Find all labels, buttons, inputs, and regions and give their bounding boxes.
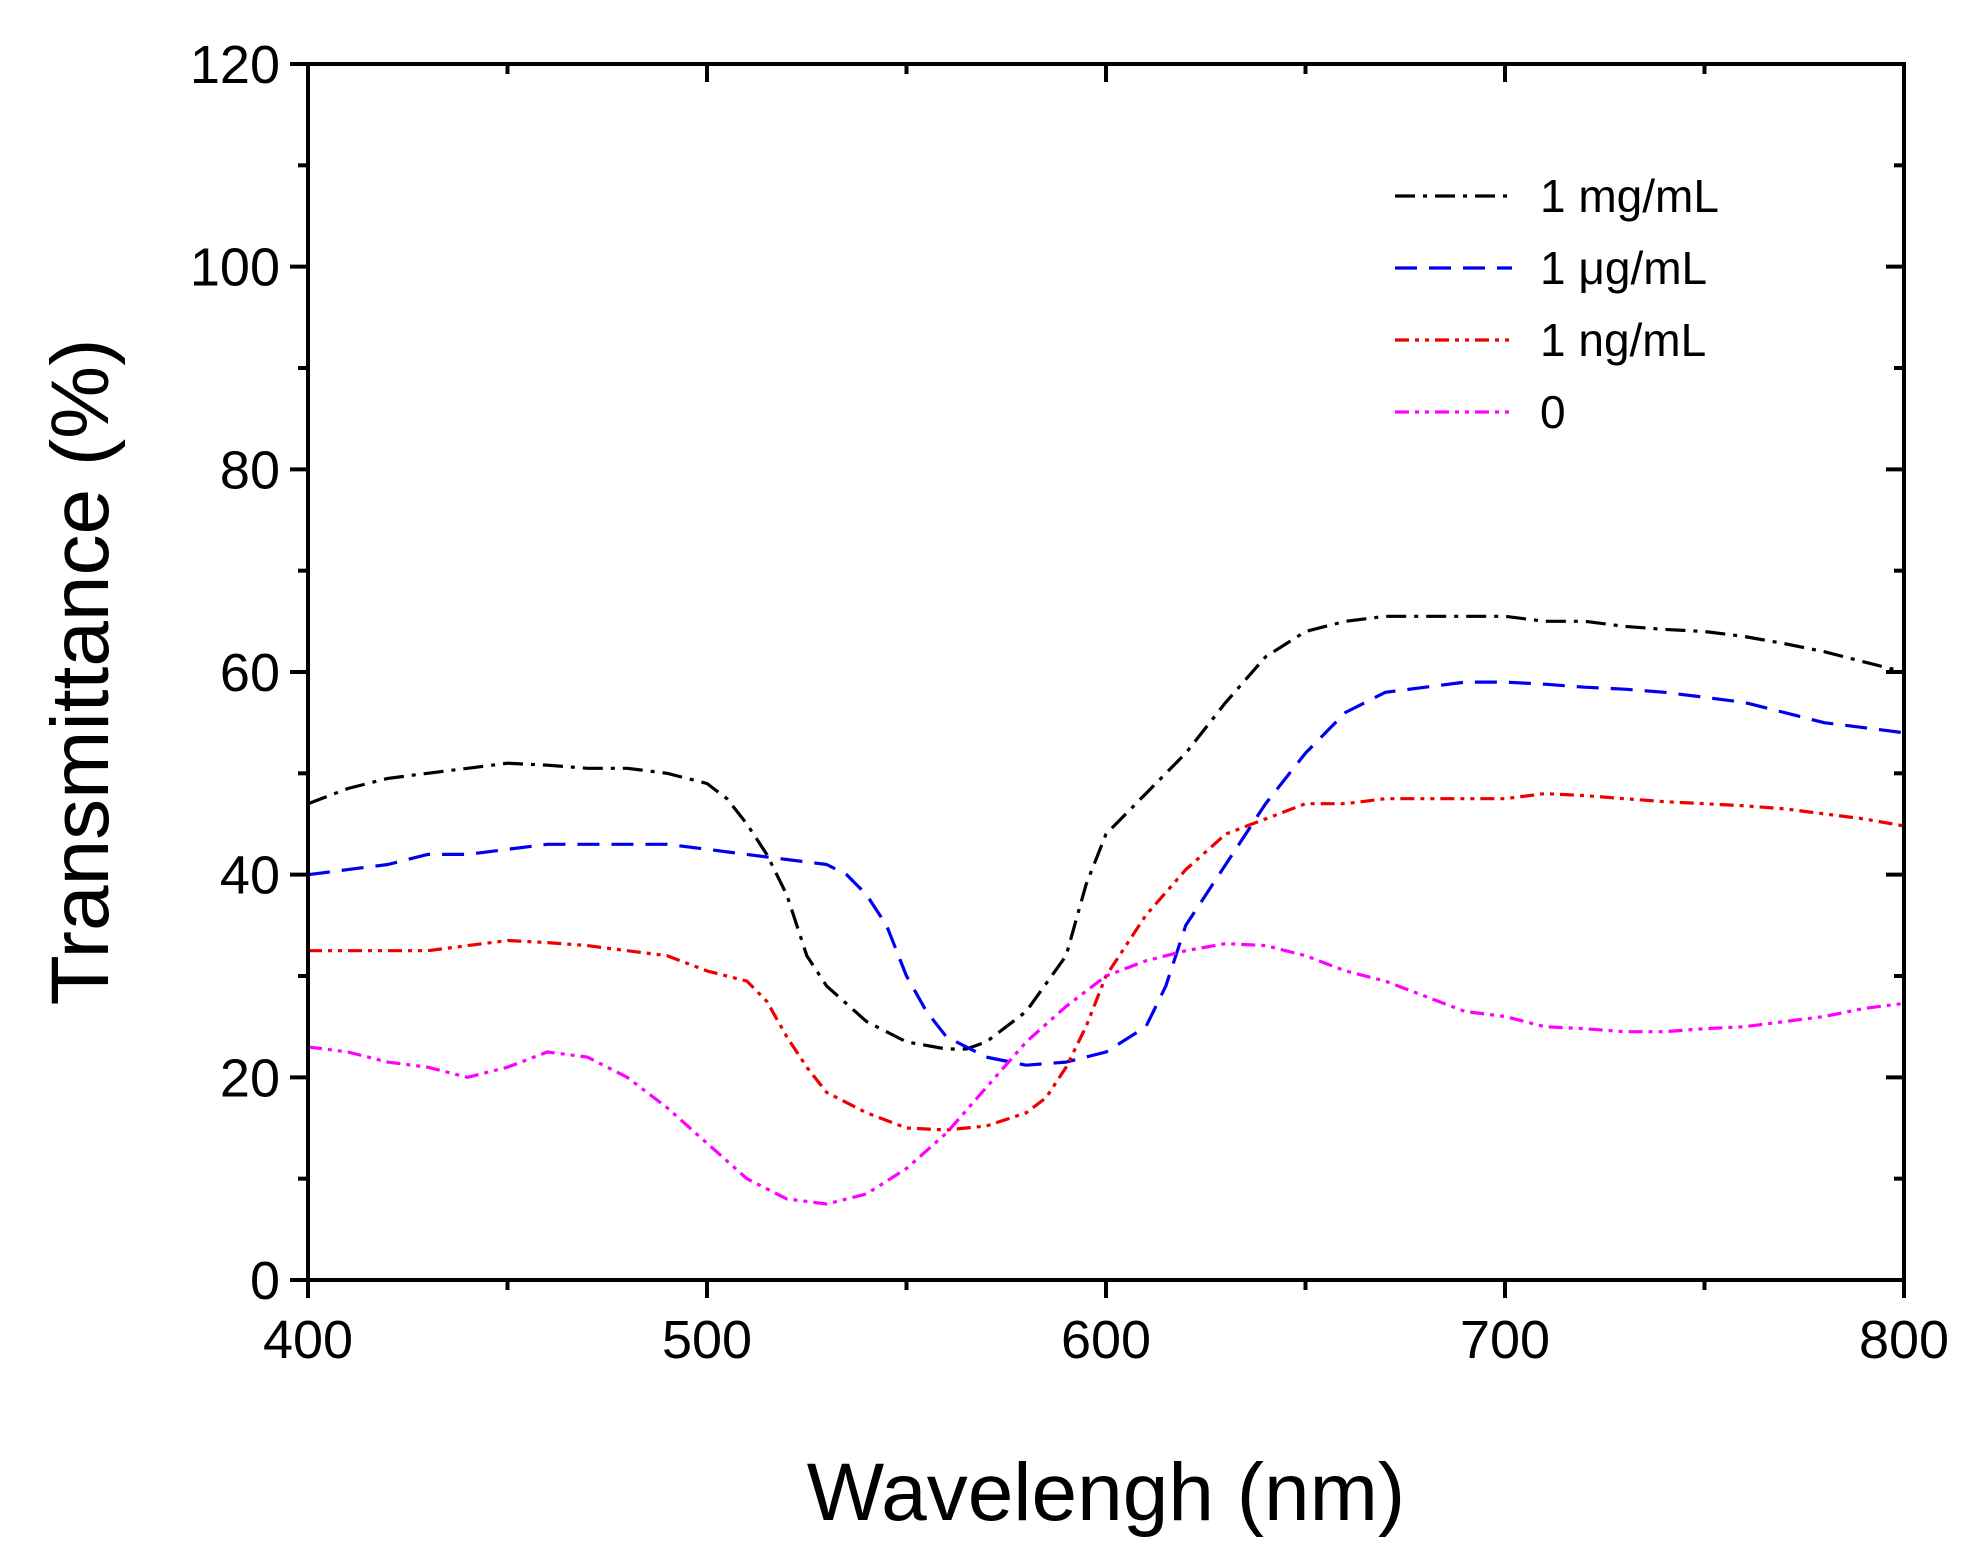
legend-label-1: 1 μg/mL (1540, 242, 1707, 294)
y-tick-label: 0 (250, 1251, 280, 1311)
series-line-0 (307, 614, 1905, 1051)
x-tick-label: 800 (1859, 1310, 1949, 1370)
x-tick-label: 500 (662, 1310, 752, 1370)
x-tick-labels: 400 500 600 700 800 (263, 1310, 1949, 1370)
legend: 1 mg/mL 1 μg/mL 1 ng/mL 0 (1395, 170, 1719, 438)
x-tick-label: 700 (1460, 1310, 1550, 1370)
y-tick-label: 20 (220, 1048, 280, 1108)
x-axis-title: Wavelengh (nm) (807, 1447, 1406, 1538)
y-tick-label: 60 (220, 643, 280, 703)
y-tick-label: 100 (190, 238, 280, 298)
legend-label-3: 0 (1540, 386, 1566, 438)
y-axis-title: Transmittance (%) (35, 339, 126, 1006)
y-tick-label: 120 (190, 35, 280, 95)
series-layer (307, 614, 1905, 1206)
series-line-2 (308, 792, 1905, 1132)
x-tick-label: 600 (1061, 1310, 1151, 1370)
x-tick-label: 400 (263, 1310, 353, 1370)
series-line-1 (307, 680, 1905, 1067)
series-line-3 (307, 942, 1905, 1206)
legend-label-0: 1 mg/mL (1540, 170, 1719, 222)
y-tick-label: 40 (220, 846, 280, 906)
y-tick-labels: 0 20 40 60 80 100 120 (190, 35, 280, 1311)
y-tick-label: 80 (220, 440, 280, 500)
tick-layer (290, 62, 1906, 1298)
legend-label-2: 1 ng/mL (1540, 314, 1706, 366)
